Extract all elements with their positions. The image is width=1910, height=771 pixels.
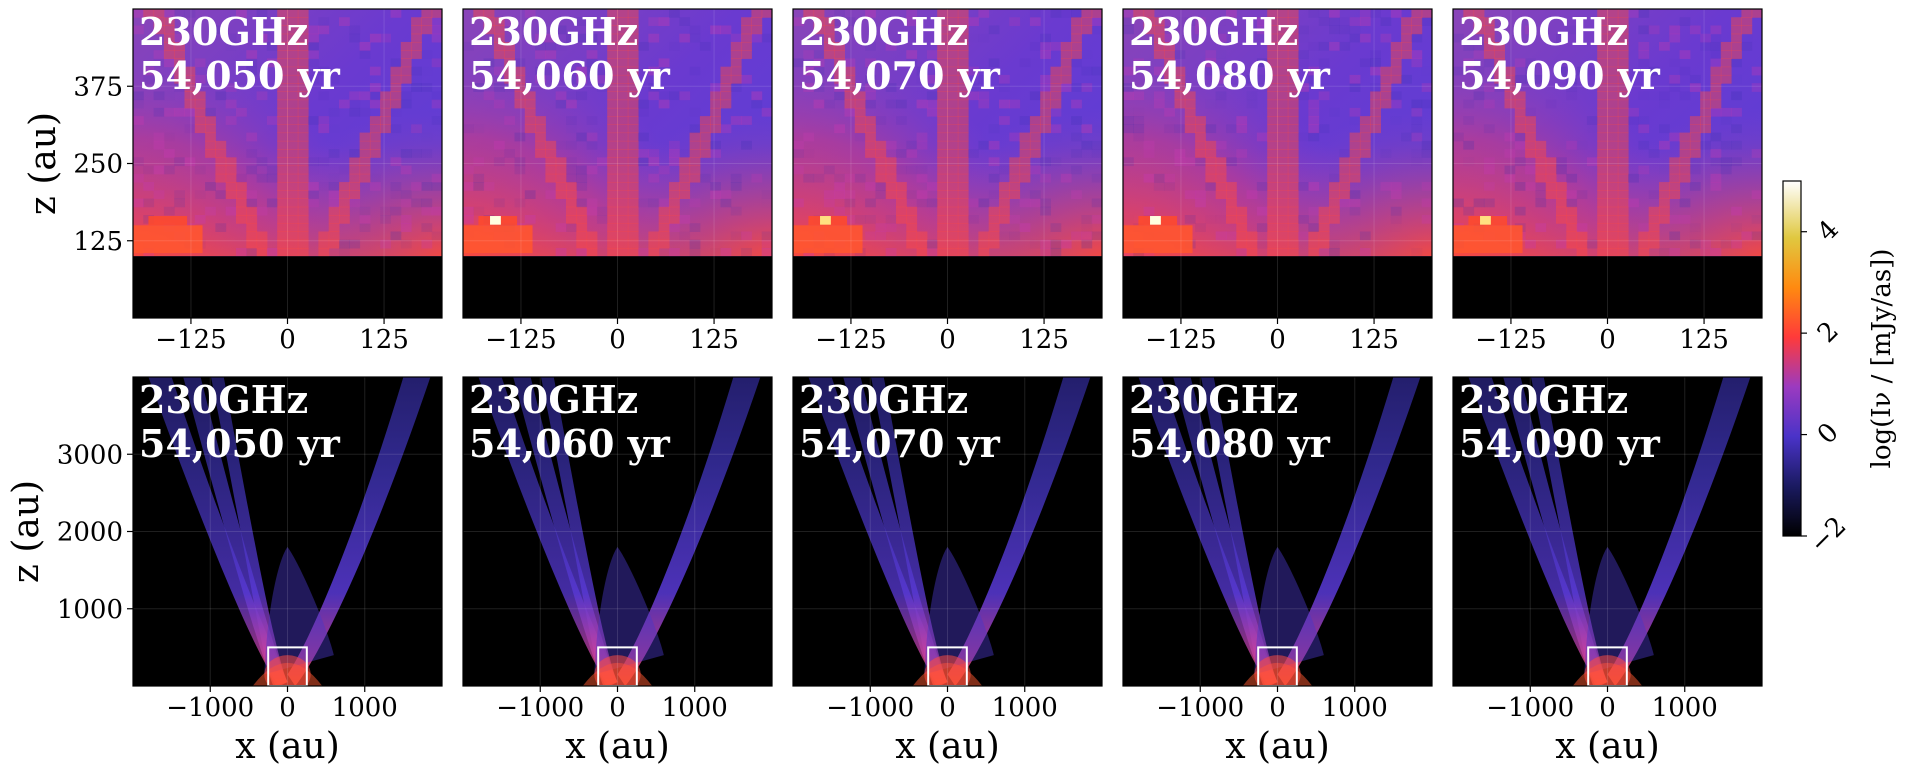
y-tick-label: 125 (73, 227, 123, 257)
x-axis-label: x (au) (895, 726, 999, 767)
heatmap-image (793, 377, 1102, 686)
x-tick-label: 125 (689, 325, 739, 355)
zoom-region-box (597, 646, 638, 686)
x-tick-label: −1000 (826, 693, 914, 723)
frequency-annotation: 230GHz (469, 377, 638, 422)
time-annotation: 54,060 yr (469, 421, 671, 466)
time-annotation: 54,070 yr (799, 53, 1001, 98)
x-tick-label: −1000 (496, 693, 584, 723)
x-tick-label: 0 (609, 325, 626, 355)
x-tick-label: 0 (279, 693, 296, 723)
heatmap-image (1453, 377, 1762, 686)
y-tick-label: 2000 (57, 518, 123, 548)
zoom-region-box (927, 646, 968, 686)
x-tick-label: 0 (1269, 693, 1286, 723)
time-annotation: 54,080 yr (1129, 421, 1331, 466)
x-axis-label: x (au) (235, 726, 339, 767)
x-tick-label: 1000 (332, 693, 398, 723)
frequency-annotation: 230GHz (1459, 377, 1628, 422)
x-tick-label: 1000 (662, 693, 728, 723)
y-tick-label: 1000 (57, 595, 123, 625)
panel-wide-1: −1000 0 1000 1000 2000 3000 z (au) x (au) 230GHz… (6, 376, 443, 767)
x-tick-label: −1000 (1156, 693, 1244, 723)
colorbar-tick-label: 0 (1812, 417, 1845, 450)
frequency-annotation: 230GHz (799, 9, 968, 54)
x-tick-label: −125 (155, 325, 226, 355)
heatmap-image (1453, 9, 1762, 318)
heatmap-image (463, 9, 772, 318)
x-tick-label: 0 (609, 693, 626, 723)
colorbar-tick-label: 4 (1812, 215, 1845, 248)
x-tick-label: 1000 (1322, 693, 1388, 723)
colorbar-tick-label: −2 (1804, 511, 1852, 559)
heatmap-image (1123, 9, 1432, 318)
x-tick-label: −125 (485, 325, 556, 355)
x-tick-label: 1000 (1652, 693, 1718, 723)
x-tick-label: −1000 (1486, 693, 1574, 723)
x-tick-label: 125 (1349, 325, 1399, 355)
x-tick-label: 0 (939, 693, 956, 723)
heatmap-image (133, 377, 442, 686)
time-annotation: 54,090 yr (1459, 53, 1661, 98)
x-tick-label: −1000 (166, 693, 254, 723)
frequency-annotation: 230GHz (139, 377, 308, 422)
colorbar: −2 0 2 4 log(Iν / [mJy/as]) (1782, 180, 1897, 559)
heatmap-image (133, 9, 442, 318)
x-tick-label: −125 (1475, 325, 1546, 355)
heatmap-image (793, 9, 1102, 318)
time-annotation: 54,050 yr (139, 421, 341, 466)
zoom-region-box (1587, 646, 1628, 686)
x-axis-label: x (au) (565, 726, 669, 767)
heatmap-image (463, 377, 772, 686)
time-annotation: 54,070 yr (799, 421, 1001, 466)
x-tick-label: 125 (359, 325, 409, 355)
colorbar-tick-label: 2 (1812, 316, 1845, 349)
x-axis-label: x (au) (1225, 726, 1329, 767)
frequency-annotation: 230GHz (1129, 9, 1298, 54)
x-tick-label: 0 (279, 325, 296, 355)
y-axis-label: z (au) (23, 112, 64, 215)
x-tick-label: −125 (1145, 325, 1216, 355)
time-annotation: 54,050 yr (139, 53, 341, 98)
frequency-annotation: 230GHz (469, 9, 638, 54)
x-tick-label: 0 (1599, 693, 1616, 723)
frequency-annotation: 230GHz (1459, 9, 1628, 54)
time-annotation: 54,080 yr (1129, 53, 1331, 98)
y-tick-label: 250 (73, 150, 123, 180)
y-axis-label: z (au) (6, 480, 47, 583)
heatmap-image (1123, 377, 1432, 686)
x-axis-label: x (au) (1555, 726, 1659, 767)
x-tick-label: 0 (939, 325, 956, 355)
zoom-region-box (1257, 646, 1298, 686)
x-tick-label: 125 (1679, 325, 1729, 355)
colorbar-gradient (1782, 180, 1802, 537)
y-tick-label: 375 (73, 72, 123, 102)
colorbar-label: log(Iν / [mJy/as]) (1867, 249, 1897, 469)
time-annotation: 54,090 yr (1459, 421, 1661, 466)
frequency-annotation: 230GHz (139, 9, 308, 54)
x-tick-label: 0 (1269, 325, 1286, 355)
y-tick-label: 3000 (57, 440, 123, 470)
frequency-annotation: 230GHz (799, 377, 968, 422)
x-tick-label: −125 (815, 325, 886, 355)
x-tick-label: 0 (1599, 325, 1616, 355)
frequency-annotation: 230GHz (1129, 377, 1298, 422)
time-annotation: 54,060 yr (469, 53, 671, 98)
x-tick-label: 1000 (992, 693, 1058, 723)
x-tick-label: 125 (1019, 325, 1069, 355)
zoom-region-box (267, 646, 308, 686)
